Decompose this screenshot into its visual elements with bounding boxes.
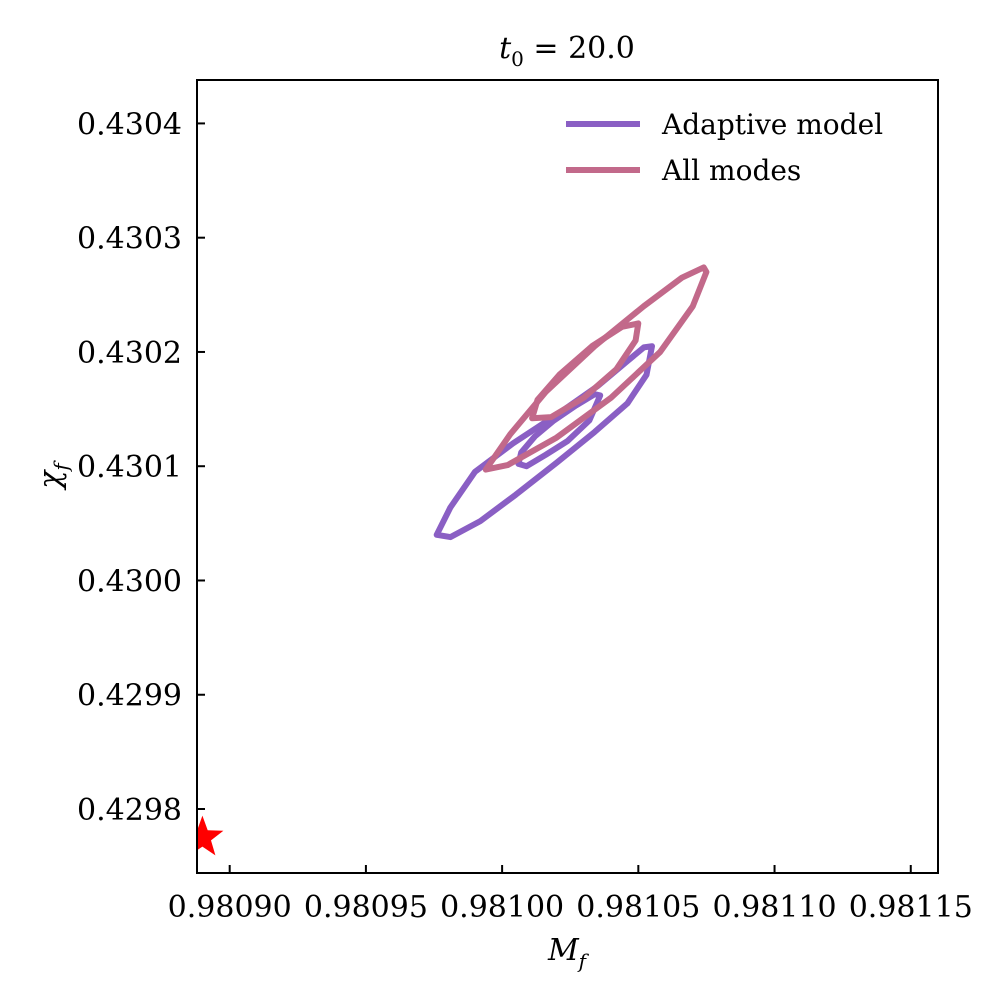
contour-adaptive-model-1 xyxy=(515,391,604,470)
x-axis-label: Mf xyxy=(547,933,590,973)
chart-title: t0 = 20.0 xyxy=(499,31,635,71)
x-tick-label: 0.98100 xyxy=(440,890,564,925)
y-axis-ticks: 0.4298 0.4299 0.4300 0.4301 0.4302 0.4303 0.43… xyxy=(77,107,205,828)
legend: Adaptive model All modes xyxy=(566,108,883,187)
legend-label: Adaptive model xyxy=(661,108,883,141)
contour-all-modes-1 xyxy=(529,320,642,422)
marker-layer xyxy=(197,815,224,856)
x-tick-label: 0.98105 xyxy=(576,890,700,925)
contour-layer xyxy=(433,264,710,541)
y-tick-label: 0.4299 xyxy=(77,679,182,714)
y-tick-label: 0.4302 xyxy=(77,336,182,371)
x-tick-label: 0.98115 xyxy=(849,890,973,925)
x-tick-label: 0.98095 xyxy=(304,890,428,925)
x-tick-label: 0.98090 xyxy=(168,890,292,925)
y-tick-label: 0.4304 xyxy=(77,107,182,142)
legend-label: All modes xyxy=(661,154,801,187)
plot-frame xyxy=(196,79,939,874)
y-tick-label: 0.4298 xyxy=(77,793,182,828)
y-tick-label: 0.4301 xyxy=(77,450,182,485)
x-axis-ticks: 0.98090 0.98095 0.98100 0.98105 0.98110 0.981… xyxy=(168,865,973,925)
x-tick-label: 0.98110 xyxy=(713,890,837,925)
true-value-star-marker xyxy=(197,815,224,856)
y-axis-label: χf xyxy=(33,460,73,491)
y-tick-label: 0.4300 xyxy=(77,564,182,599)
y-tick-label: 0.4303 xyxy=(77,222,182,257)
